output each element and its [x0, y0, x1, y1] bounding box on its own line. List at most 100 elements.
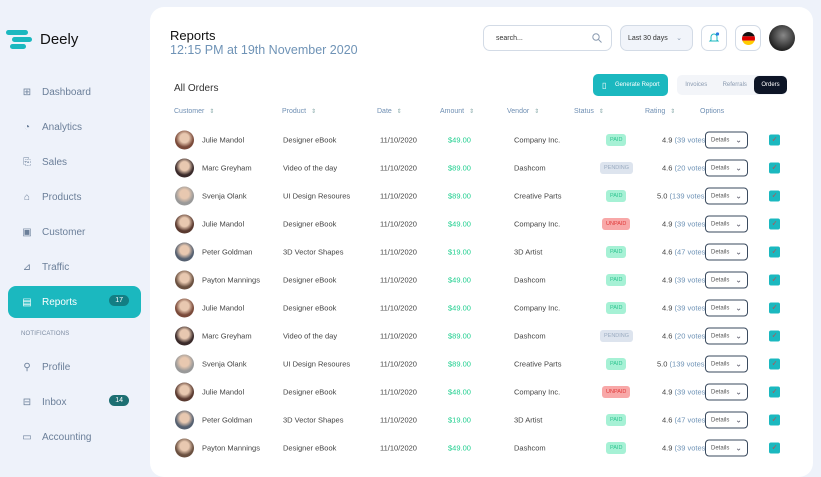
search-input[interactable]: search... — [483, 25, 612, 51]
row-checkbox[interactable]: ✓ — [769, 330, 780, 342]
details-label: Details — [711, 137, 730, 143]
avatar — [175, 186, 194, 206]
search-icon — [592, 33, 602, 43]
column-header-label: Status — [574, 108, 594, 115]
column-header-label: Customer — [174, 108, 205, 115]
order-date: 11/10/2020 — [380, 387, 417, 397]
details-dropdown[interactable]: Details ⌄ — [705, 439, 748, 457]
tab-orders[interactable]: Orders — [754, 76, 787, 94]
sidebar-item-analytics[interactable]: ◔ Analytics — [8, 111, 141, 143]
column-header-product[interactable]: Product ⇕ — [282, 108, 316, 115]
details-dropdown[interactable]: Details ⌄ — [705, 383, 748, 401]
sidebar-item-reports[interactable]: ▤ Reports 17 — [8, 286, 141, 318]
sort-icon: ⇕ — [311, 109, 317, 115]
details-dropdown[interactable]: Details ⌄ — [705, 355, 748, 373]
chevron-down-icon: ⌄ — [676, 35, 682, 42]
product-name: UI Design Resoures — [283, 191, 351, 201]
sidebar-item-accounting[interactable]: ▭ Accounting — [8, 421, 141, 453]
row-checkbox[interactable]: ✓ — [769, 218, 780, 230]
sidebar-item-label: Profile — [42, 361, 71, 373]
details-dropdown[interactable]: Details ⌄ — [705, 131, 748, 149]
date-range-select[interactable]: Last 30 days ⌄ — [620, 25, 693, 51]
chevron-down-icon: ⌄ — [735, 219, 742, 229]
vendor: Company Inc. — [514, 135, 561, 145]
amount: $49.00 — [448, 303, 471, 313]
table-row: Peter Goldman 3D Vector Shapes 11/10/202… — [160, 406, 800, 434]
sidebar-item-products[interactable]: ⌂ Products — [8, 181, 141, 213]
details-dropdown[interactable]: Details ⌄ — [705, 299, 748, 317]
vendor: Company Inc. — [514, 387, 561, 397]
table-row: Svenja Olank UI Design Resoures 11/10/20… — [160, 350, 800, 378]
amount: $49.00 — [448, 135, 471, 145]
sidebar-item-label: Inbox — [42, 396, 67, 408]
row-checkbox[interactable]: ✓ — [769, 414, 780, 426]
sidebar-item-label: Products — [42, 191, 82, 203]
table-row: Payton Mannings Designer eBook 11/10/202… — [160, 434, 800, 462]
details-dropdown[interactable]: Details ⌄ — [705, 327, 748, 345]
sidebar-item-profile[interactable]: ⚲ Profile — [8, 351, 141, 383]
user-avatar[interactable] — [769, 25, 795, 51]
avatar — [175, 242, 194, 262]
rating-votes: (39 votes) — [674, 443, 708, 453]
sidebar-item-dashboard[interactable]: ⊞ Dashboard — [8, 76, 141, 108]
sidebar-item-label: Analytics — [42, 121, 83, 133]
details-label: Details — [711, 361, 730, 367]
chevron-down-icon: ⌄ — [735, 163, 742, 173]
customer-name: Julie Mandol — [202, 387, 245, 397]
product-name: Designer eBook — [283, 275, 337, 285]
user-icon: ⚲ — [23, 361, 31, 373]
row-checkbox[interactable]: ✓ — [769, 358, 780, 370]
column-header-label: Options — [700, 108, 725, 115]
product-name: 3D Vector Shapes — [283, 415, 344, 425]
row-checkbox[interactable]: ✓ — [769, 302, 780, 314]
row-checkbox[interactable]: ✓ — [769, 134, 780, 146]
customer-name: Julie Mandol — [202, 303, 245, 313]
column-header-customer[interactable]: Customer ⇕ — [174, 108, 214, 115]
column-header-status[interactable]: Status ⇕ — [574, 108, 604, 115]
rating: 4.9 (39 votes) — [662, 304, 722, 313]
details-dropdown[interactable]: Details ⌄ — [705, 411, 748, 429]
avatar — [175, 130, 194, 150]
tab-referrals[interactable]: Referrals — [722, 82, 747, 88]
details-dropdown[interactable]: Details ⌄ — [705, 271, 748, 289]
row-checkbox[interactable]: ✓ — [769, 442, 780, 454]
rating-value: 5.0 — [657, 191, 668, 201]
table-row: Julie Mandol Designer eBook 11/10/2020 $… — [160, 210, 800, 238]
details-dropdown[interactable]: Details ⌄ — [705, 215, 748, 233]
details-label: Details — [711, 165, 730, 171]
tab-invoices[interactable]: Invoices — [685, 82, 708, 88]
table-row: Peter Goldman 3D Vector Shapes 11/10/202… — [160, 238, 800, 266]
row-checkbox[interactable]: ✓ — [769, 386, 780, 398]
column-header-amount[interactable]: Amount ⇕ — [440, 108, 474, 115]
row-checkbox[interactable]: ✓ — [769, 190, 780, 202]
row-checkbox[interactable]: ✓ — [769, 274, 780, 286]
sidebar-item-traffic[interactable]: ⊿ Traffic — [8, 251, 141, 283]
column-header-label: Rating — [645, 108, 666, 115]
sidebar-item-customer[interactable]: ▣ Customer — [8, 216, 141, 248]
details-dropdown[interactable]: Details ⌄ — [705, 243, 748, 261]
column-header-vendor[interactable]: Vendor ⇕ — [507, 108, 539, 115]
generate-report-button[interactable]: ▯ Generate Report — [593, 74, 668, 96]
sort-icon: ⇕ — [396, 109, 402, 115]
vendor: Dashcom — [514, 331, 546, 341]
details-dropdown[interactable]: Details ⌄ — [705, 187, 748, 205]
order-date: 11/10/2020 — [380, 163, 417, 173]
column-header-date[interactable]: Date ⇕ — [377, 108, 402, 115]
customer-name: Payton Mannings — [202, 275, 260, 285]
column-header-rating[interactable]: Rating ⇕ — [645, 108, 675, 115]
status-badge: PAID — [606, 358, 627, 370]
table-row: Svenja Olank UI Design Resoures 11/10/20… — [160, 182, 800, 210]
details-dropdown[interactable]: Details ⌄ — [705, 159, 748, 177]
order-date: 11/10/2020 — [380, 443, 417, 453]
avatar — [175, 298, 194, 318]
row-checkbox[interactable]: ✓ — [769, 246, 780, 258]
language-button[interactable] — [735, 25, 761, 51]
sidebar-item-sales[interactable]: ⎘ Sales — [8, 146, 141, 178]
row-checkbox[interactable]: ✓ — [769, 162, 780, 174]
count-badge: 17 — [109, 295, 129, 306]
amount: $49.00 — [448, 275, 471, 285]
status-badge: UNPAID — [602, 386, 631, 398]
sidebar-item-inbox[interactable]: ⊟ Inbox 14 — [8, 386, 141, 418]
notification-button[interactable] — [701, 25, 727, 51]
rating-votes: (39 votes) — [674, 275, 708, 285]
